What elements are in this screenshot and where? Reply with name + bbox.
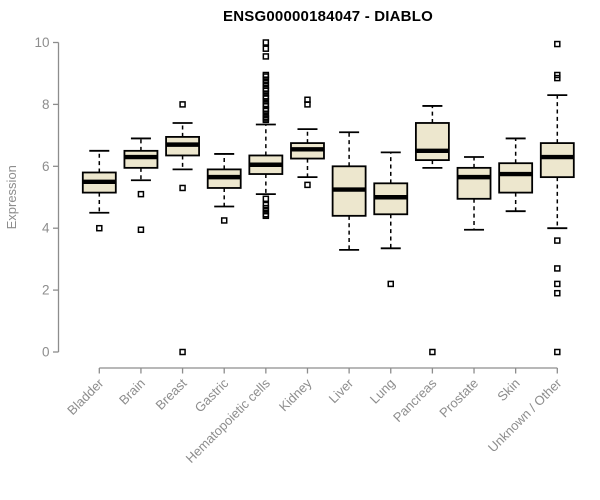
outlier-point <box>429 348 436 356</box>
outlier-point <box>554 265 561 272</box>
x-tick-label: Gastric <box>192 375 232 415</box>
outlier-point <box>137 226 145 233</box>
y-tick-label: 10 <box>34 35 49 50</box>
outlier-point <box>262 212 270 220</box>
x-tick-label: Unknown / Other <box>485 375 565 455</box>
box-iqr <box>456 166 492 200</box>
outlier-point <box>179 348 186 356</box>
chart-title: ENSG00000184047 - DIABLO <box>223 8 433 25</box>
y-axis-title: Expression <box>4 165 19 229</box>
outlier-point <box>220 217 228 224</box>
x-tick-label: Pancreas <box>390 375 440 425</box>
outlier-point <box>554 348 561 356</box>
x-tick-label: Bladder <box>64 375 107 418</box>
outlier-point <box>554 237 561 244</box>
y-tick-label: 2 <box>42 283 50 298</box>
outlier-point <box>554 289 561 297</box>
outlier-point <box>262 116 270 124</box>
x-tick-label: Liver <box>326 375 357 406</box>
y-tick-label: 0 <box>42 345 50 360</box>
y-tick-label: 8 <box>42 97 50 112</box>
outlier-point <box>304 101 311 108</box>
outlier-point <box>262 45 270 52</box>
outlier-point <box>137 190 145 198</box>
outlier-point <box>554 74 561 82</box>
x-tick-label: Kidney <box>276 375 315 414</box>
y-tick-label: 6 <box>42 159 50 174</box>
outlier-point <box>304 181 311 189</box>
x-tick-label: Breast <box>153 375 190 412</box>
outlier-point <box>96 224 103 232</box>
y-tick-label: 4 <box>42 221 50 236</box>
outlier-point <box>554 280 561 288</box>
outlier-point <box>179 184 186 192</box>
box-iqr <box>498 162 534 194</box>
outlier-point <box>262 39 270 46</box>
x-tick-label: Brain <box>116 376 148 408</box>
outlier-point <box>262 53 270 60</box>
outlier-point <box>554 40 561 48</box>
box-iqr <box>539 142 575 179</box>
box-iqr <box>414 122 450 162</box>
x-tick-label: Lung <box>367 376 398 407</box>
x-tick-label: Skin <box>494 376 522 404</box>
outlier-point <box>262 195 270 203</box>
outlier-point <box>387 280 395 288</box>
box-iqr <box>123 149 159 169</box>
x-tick-label: Prostate <box>436 376 481 421</box>
outlier-point <box>179 101 186 108</box>
